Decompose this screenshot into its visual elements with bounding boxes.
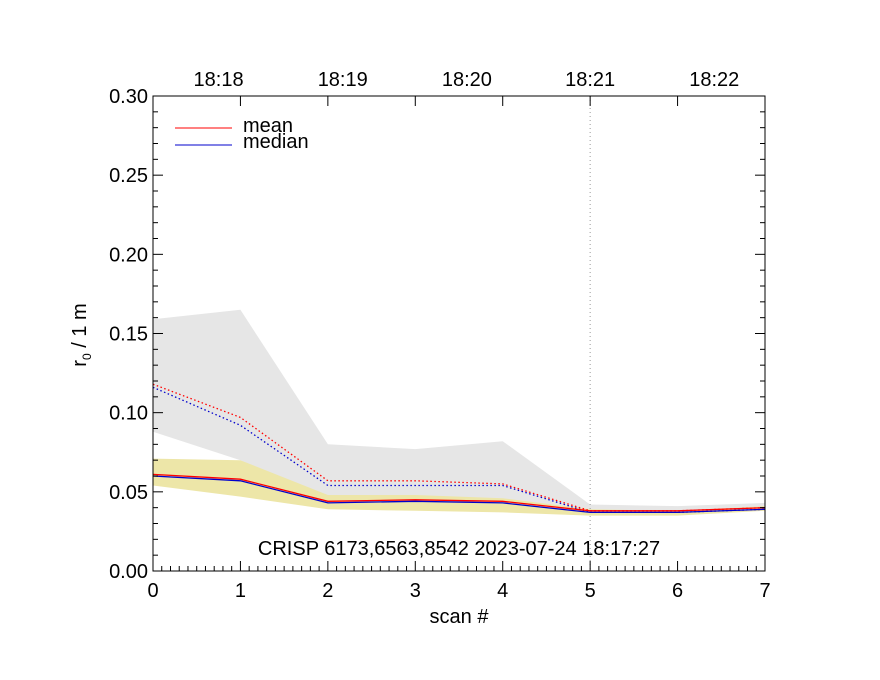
- annotation-text: CRISP 6173,6563,8542 2023-07-24 18:17:27: [258, 538, 660, 560]
- band-yellow-range: [153, 458, 765, 516]
- top-time-label: 18:21: [565, 69, 615, 91]
- y-tick-label: 0.25: [109, 165, 148, 187]
- y-tick-label: 0.05: [109, 482, 148, 504]
- top-time-label: 18:18: [194, 69, 244, 91]
- legend-label-median: median: [243, 131, 309, 153]
- x-tick-label: 3: [410, 580, 421, 602]
- x-tick-label: 2: [322, 580, 333, 602]
- y-tick-label: 0.30: [109, 86, 148, 108]
- series-mean: [152, 473, 766, 512]
- ticks-layer: [152, 95, 766, 572]
- y-tick-label: 0.00: [109, 561, 148, 583]
- x-axis-title: scan #: [430, 606, 490, 628]
- legend-label-mean: mean: [243, 115, 293, 137]
- band-gray-range: [153, 309, 765, 514]
- series-layer: [152, 383, 766, 514]
- x-tick-label: 4: [497, 580, 508, 602]
- top-time-label: 18:22: [689, 69, 739, 91]
- bands-layer: [153, 309, 765, 516]
- top-time-label: 18:19: [318, 69, 368, 91]
- y-axis-title-sub: 0: [80, 353, 94, 360]
- y-axis-title-suffix: / 1 m: [69, 303, 91, 353]
- top-time-label: 18:20: [442, 69, 492, 91]
- x-tick-label: 5: [585, 580, 596, 602]
- x-tick-label: 0: [147, 580, 158, 602]
- y-tick-label: 0.10: [109, 403, 148, 425]
- y-axis-title-main: r: [69, 360, 91, 367]
- x-tick-label: 6: [672, 580, 683, 602]
- y-axis-title: r0 / 1 m: [69, 303, 94, 366]
- legend: mean median: [175, 115, 309, 153]
- x-tick-label: 7: [759, 580, 770, 602]
- y-tick-label: 0.15: [109, 324, 148, 346]
- tick-labels-layer: 0 1 2 3 4 5 6 7 18:18 18:19 18:20 18:21 18:22 0.00 0.0…: [109, 69, 771, 602]
- series-median: [152, 475, 766, 514]
- x-tick-label: 1: [235, 580, 246, 602]
- y-tick-label: 0.20: [109, 244, 148, 266]
